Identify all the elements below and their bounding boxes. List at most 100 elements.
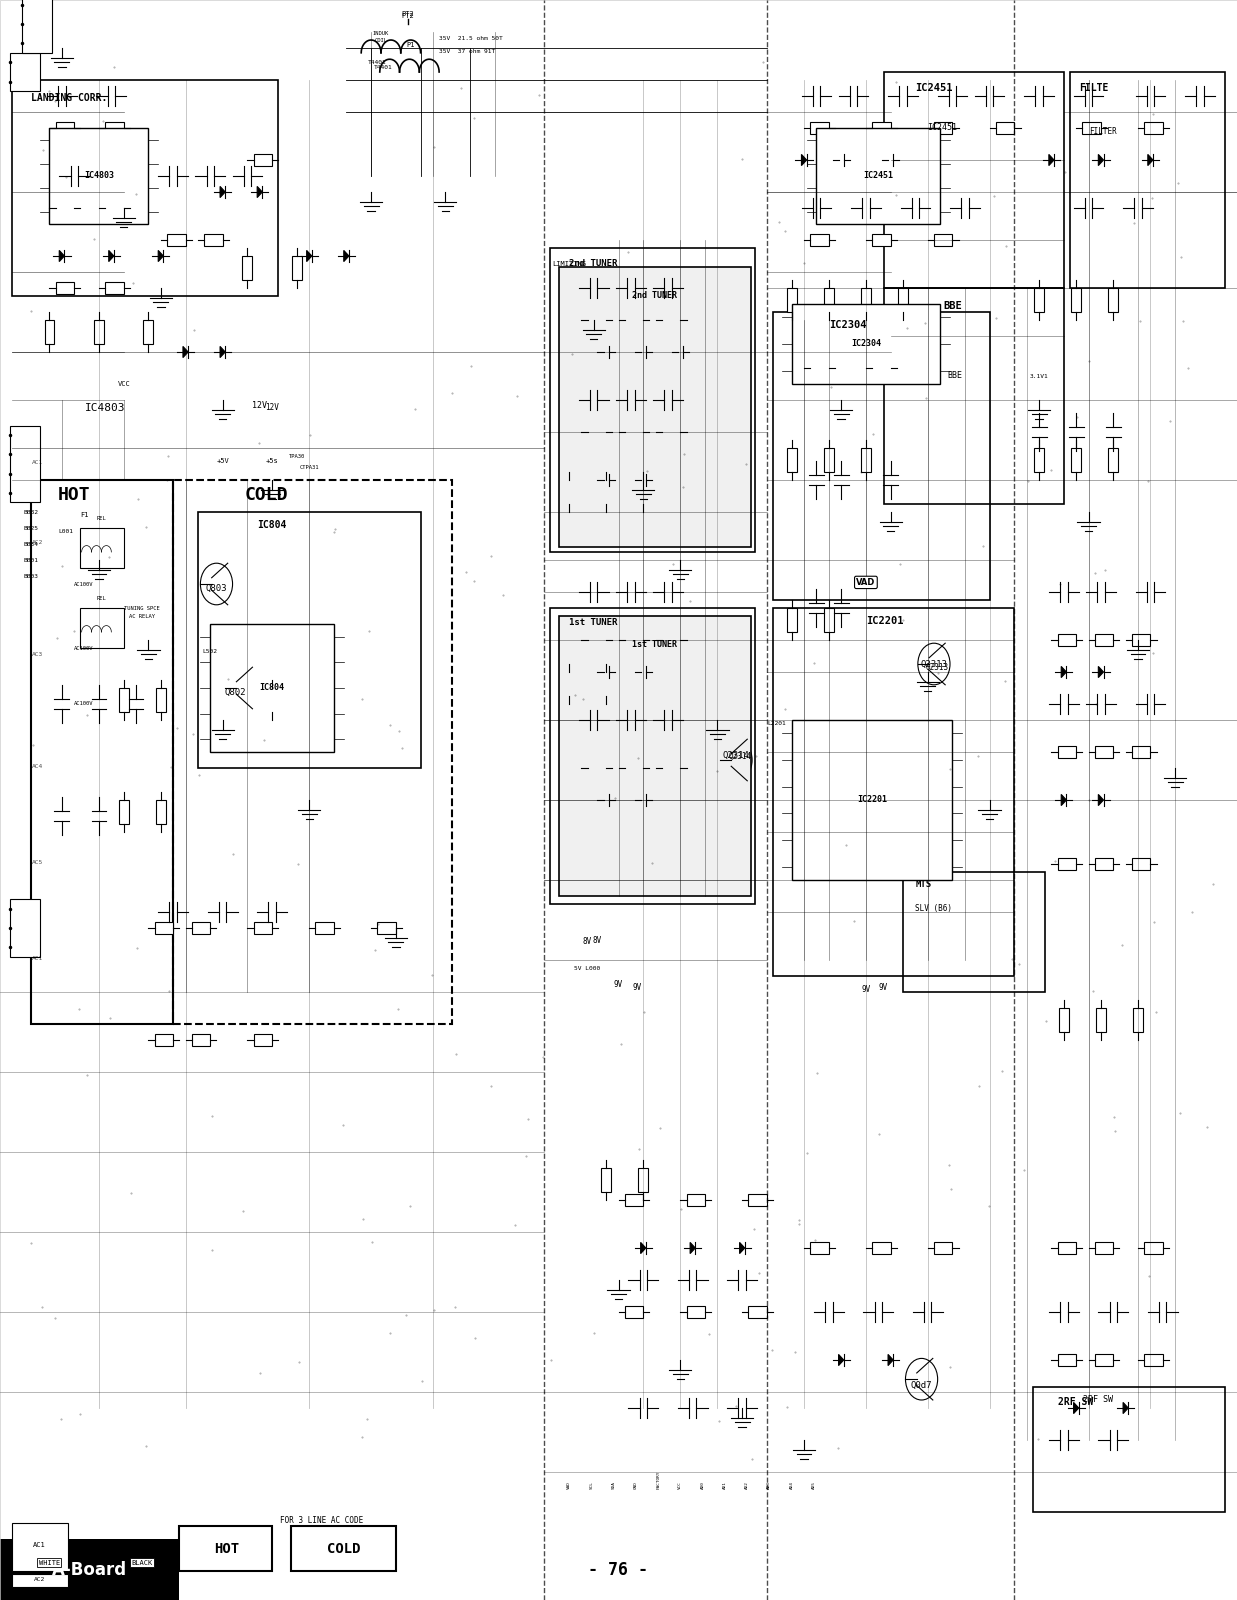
Text: A-Board: A-Board — [52, 1560, 126, 1579]
Bar — [0, 1539, 179, 1600]
Bar — [1058, 746, 1076, 758]
Text: 1st TUNER: 1st TUNER — [569, 618, 617, 627]
Bar — [550, 608, 755, 904]
Bar — [56, 122, 74, 134]
Bar — [315, 922, 334, 934]
Bar — [662, 426, 680, 438]
Bar — [564, 480, 574, 504]
Text: 9V: 9V — [861, 986, 871, 994]
Bar — [119, 688, 129, 712]
Bar — [638, 480, 648, 504]
Bar — [625, 1194, 643, 1206]
Bar — [56, 282, 74, 294]
Bar — [80, 528, 124, 568]
Bar — [588, 426, 606, 438]
Polygon shape — [888, 155, 893, 165]
Text: PT2: PT2 — [402, 11, 414, 18]
Text: FILTE: FILTE — [1079, 83, 1108, 93]
Text: VAD: VAD — [567, 1482, 571, 1490]
Text: VAD: VAD — [856, 578, 876, 587]
Text: GND: GND — [633, 1482, 638, 1490]
Bar — [1058, 1354, 1076, 1366]
Text: IC2451: IC2451 — [863, 171, 893, 181]
Text: L2201: L2201 — [767, 720, 787, 726]
Bar — [1095, 1242, 1113, 1254]
Bar — [1034, 448, 1044, 472]
Text: IC4803: IC4803 — [84, 171, 114, 181]
Text: AD5: AD5 — [811, 1482, 816, 1490]
Bar — [1071, 288, 1081, 312]
Bar — [787, 288, 797, 312]
Bar — [105, 282, 124, 294]
Bar — [254, 1034, 272, 1046]
Text: AD3: AD3 — [767, 1482, 772, 1490]
Bar — [792, 720, 952, 880]
Text: 3.1V1: 3.1V1 — [1029, 373, 1049, 379]
Bar — [156, 800, 166, 824]
Text: IC2304: IC2304 — [851, 339, 881, 349]
Bar — [934, 1242, 952, 1254]
Bar — [1070, 72, 1225, 288]
Text: AC1: AC1 — [31, 461, 43, 466]
Text: BB82: BB82 — [24, 509, 38, 515]
Text: SDA: SDA — [611, 1482, 616, 1490]
Text: IC804: IC804 — [260, 683, 285, 693]
Bar — [810, 234, 829, 246]
Polygon shape — [1148, 155, 1153, 165]
Bar — [1108, 448, 1118, 472]
Bar — [872, 362, 891, 374]
Bar — [12, 1523, 68, 1571]
Bar — [884, 72, 1064, 288]
Text: Q2314: Q2314 — [729, 752, 751, 762]
Text: FILTER: FILTER — [1090, 126, 1117, 136]
Polygon shape — [1098, 795, 1103, 806]
Text: 2nd TUNER: 2nd TUNER — [569, 259, 617, 269]
Text: AC RELAY: AC RELAY — [129, 613, 156, 619]
Bar — [748, 1194, 767, 1206]
Bar — [773, 608, 1014, 976]
Text: +5s: +5s — [266, 458, 278, 464]
Text: AC3: AC3 — [31, 653, 43, 658]
Bar — [810, 362, 829, 374]
Polygon shape — [220, 347, 225, 357]
Text: F1: F1 — [80, 512, 88, 518]
Text: AC100V: AC100V — [74, 581, 94, 587]
Polygon shape — [604, 475, 609, 485]
Text: 35V  37 ohm 91T: 35V 37 ohm 91T — [439, 48, 495, 54]
Bar — [810, 122, 829, 134]
Text: 12V: 12V — [252, 402, 267, 410]
Text: AC100V: AC100V — [74, 701, 94, 707]
Text: IC2201: IC2201 — [866, 616, 903, 626]
Polygon shape — [839, 155, 844, 165]
Text: IC2451: IC2451 — [915, 83, 952, 93]
Text: HOT: HOT — [214, 1542, 239, 1555]
Bar — [872, 122, 891, 134]
Text: L502: L502 — [203, 648, 218, 654]
Bar — [884, 288, 1064, 504]
Text: TPA30: TPA30 — [288, 453, 306, 459]
Polygon shape — [1098, 155, 1103, 165]
Bar — [49, 128, 148, 224]
Text: AC4: AC4 — [31, 765, 43, 770]
Text: 12V: 12V — [265, 403, 280, 413]
Bar — [1058, 634, 1076, 646]
Text: LIMITING: LIMITING — [552, 261, 586, 267]
Bar — [1059, 1008, 1069, 1032]
Bar — [588, 634, 606, 646]
Bar — [10, 53, 40, 91]
Bar — [1095, 634, 1113, 646]
Polygon shape — [59, 251, 64, 261]
Bar — [173, 480, 452, 1024]
Text: BB01: BB01 — [24, 557, 38, 563]
Bar — [12, 1574, 68, 1587]
Text: TUNING SPCE: TUNING SPCE — [125, 605, 160, 611]
Text: COIL: COIL — [375, 38, 387, 43]
Text: 35V  21.5 ohm 50T: 35V 21.5 ohm 50T — [439, 35, 503, 42]
Text: IC2451: IC2451 — [928, 123, 957, 133]
Polygon shape — [257, 187, 262, 197]
Bar — [625, 1306, 643, 1318]
Bar — [105, 202, 124, 214]
Bar — [872, 1242, 891, 1254]
Text: 5V L000: 5V L000 — [574, 965, 601, 971]
Text: INDUK: INDUK — [372, 30, 390, 37]
